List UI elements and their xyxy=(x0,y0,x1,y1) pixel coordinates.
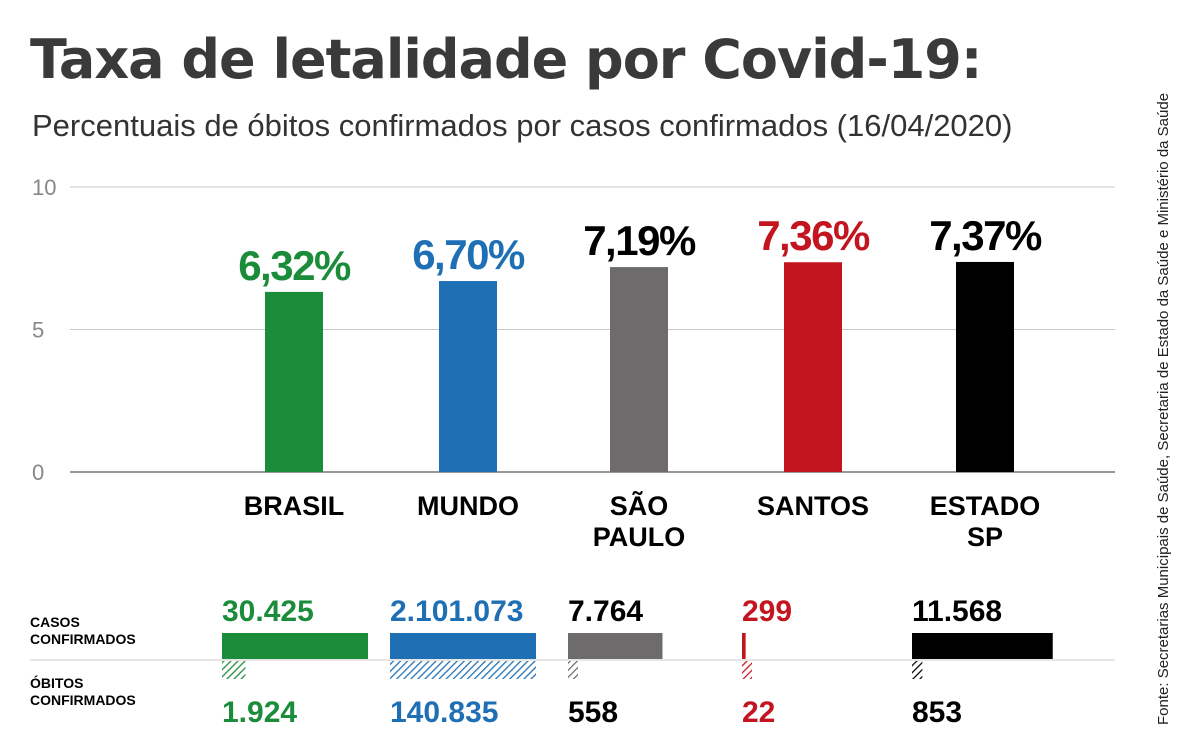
data-label: 6,32% xyxy=(238,242,351,289)
chart-title: Taxa de letalidade por Covid-19: xyxy=(30,28,982,91)
x-tick-label: ESTADO xyxy=(930,491,1041,521)
data-label: 7,37% xyxy=(929,212,1042,259)
casos-value: 11.568 xyxy=(912,595,1002,628)
data-label: 7,19% xyxy=(583,217,696,264)
bar xyxy=(610,267,668,472)
casos-bar xyxy=(742,633,746,659)
casos-value: 30.425 xyxy=(222,595,314,628)
obitos-bar xyxy=(742,661,752,679)
obitos-bar xyxy=(568,661,578,679)
data-table: CASOSCONFIRMADOSÓBITOSCONFIRMADOS30.4251… xyxy=(30,595,1115,729)
x-tick-label: PAULO xyxy=(593,522,686,552)
row-label-obitos: CONFIRMADOS xyxy=(30,692,136,708)
x-tick-label: BRASIL xyxy=(244,491,345,521)
obitos-value: 140.835 xyxy=(390,696,498,729)
casos-bar xyxy=(912,633,1053,659)
row-label-casos: CASOS xyxy=(30,614,80,630)
bar xyxy=(956,261,1014,472)
y-tick-label: 5 xyxy=(32,318,44,343)
x-tick-label: SANTOS xyxy=(757,491,869,521)
obitos-bar xyxy=(912,661,923,679)
data-label: 7,36% xyxy=(757,212,870,259)
y-tick-label: 0 xyxy=(32,460,44,485)
obitos-value: 853 xyxy=(912,696,962,729)
grid-lines: 0 5 10 xyxy=(32,175,1115,485)
x-tick-label: MUNDO xyxy=(417,491,519,521)
y-tick-label: 10 xyxy=(32,175,56,200)
casos-bar xyxy=(390,633,536,659)
obitos-value: 1.924 xyxy=(222,696,297,729)
data-label: 6,70% xyxy=(412,231,525,278)
casos-value: 2.101.073 xyxy=(390,595,523,628)
bar xyxy=(784,262,842,472)
casos-bar xyxy=(222,633,368,659)
obitos-value: 22 xyxy=(742,696,775,729)
obitos-value: 558 xyxy=(568,696,618,729)
casos-value: 7.764 xyxy=(568,595,643,628)
obitos-bar xyxy=(390,661,536,679)
x-tick-label: SP xyxy=(967,522,1003,552)
x-tick-label: SÃO xyxy=(610,490,669,521)
bar xyxy=(265,291,323,472)
casos-value: 299 xyxy=(742,595,792,628)
obitos-bar xyxy=(222,661,246,679)
casos-bar xyxy=(568,633,663,659)
bar xyxy=(439,281,497,472)
row-label-casos: CONFIRMADOS xyxy=(30,631,136,647)
chart-subtitle: Percentuais de óbitos confirmados por ca… xyxy=(32,108,1013,143)
row-label-obitos: ÓBITOS xyxy=(30,674,83,691)
